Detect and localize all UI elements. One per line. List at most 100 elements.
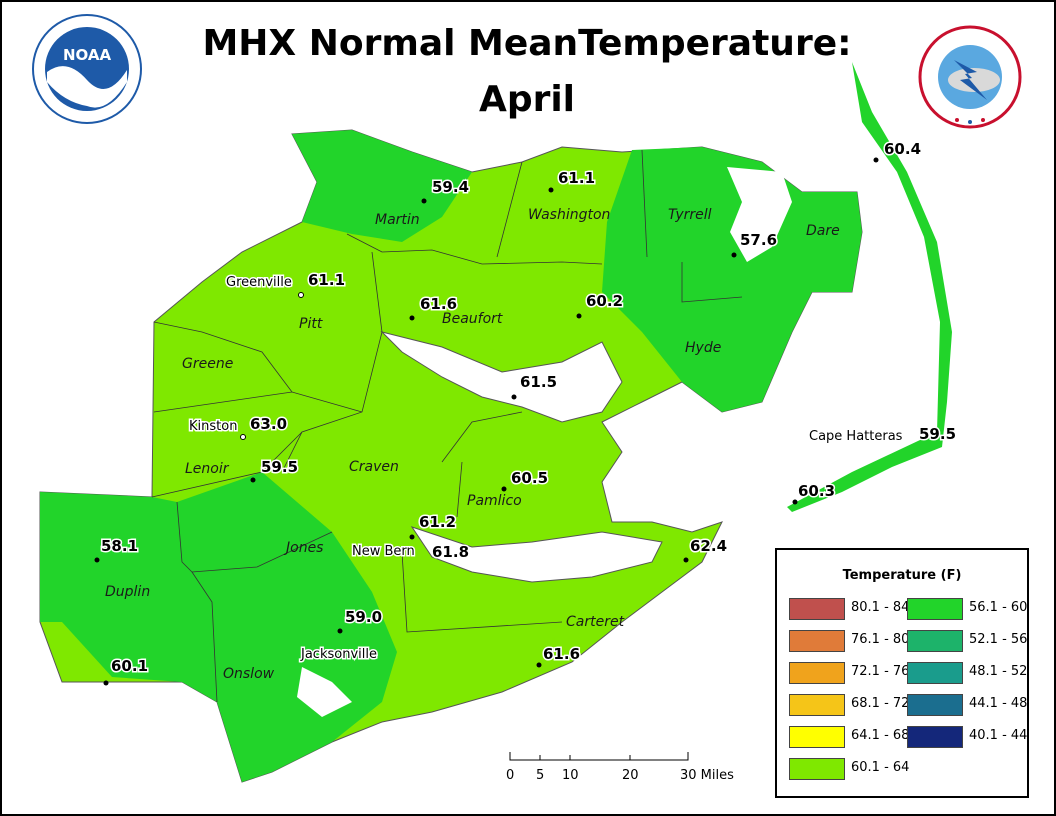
region-56-60-north: [292, 130, 472, 242]
county-pamlico: Pamlico: [467, 493, 522, 509]
station-marker: [337, 628, 343, 634]
legend-label: 76.1 - 80: [851, 632, 910, 647]
station-marker: [511, 394, 517, 400]
station-marker: [298, 292, 304, 298]
county-hyde: Hyde: [685, 340, 721, 356]
county-labels: Martin Washington Tyrrell Dare Pitt Beau…: [105, 207, 840, 682]
station-value: 60.4: [884, 140, 921, 158]
station-value: 60.1: [111, 657, 148, 675]
station-marker: [94, 557, 100, 563]
county-jones: Jones: [283, 540, 323, 556]
station-value: 61.1: [308, 271, 345, 289]
legend-swatch: [907, 630, 963, 652]
noaa-logo-text: NOAA: [63, 46, 112, 64]
legend-swatch: [789, 598, 845, 620]
region-56-60-east: [602, 147, 862, 412]
map-subtitle: April: [478, 79, 576, 120]
station-marker: [792, 499, 798, 505]
station-value: 61.2: [419, 513, 456, 531]
map-title: MHX Normal MeanTemperature:: [202, 23, 852, 64]
station-value: 61.1: [558, 169, 595, 187]
county-lenoir: Lenoir: [185, 461, 230, 477]
temperature-legend: Temperature (F) 80.1 - 84 76.1 - 80 72.1 -…: [775, 548, 1029, 798]
station-value: 60.2: [586, 292, 623, 310]
county-beaufort: Beaufort: [442, 311, 503, 327]
legend-swatch: [907, 598, 963, 620]
city-name: Jacksonville: [300, 647, 377, 662]
station-marker: [873, 157, 879, 163]
county-onslow: Onslow: [223, 666, 275, 682]
legend-label: 44.1 - 48: [969, 696, 1028, 711]
station-value: 61.8: [432, 543, 469, 561]
station-marker: [421, 198, 427, 204]
nws-logo: [918, 25, 1022, 129]
legend-label: 68.1 - 72: [851, 696, 910, 711]
scale-label-5: 5: [536, 768, 545, 783]
station-marker: [548, 187, 554, 193]
station-markers: [94, 157, 879, 686]
city-name: Greenville: [226, 275, 292, 290]
station-value: 63.0: [250, 415, 287, 433]
scale-label-10: 10: [562, 768, 579, 783]
station-labels: 59.4 61.1 60.4 57.6 Greenville 61.1 61.6…: [100, 139, 958, 677]
river-neuse: [410, 526, 663, 583]
legend-label: 40.1 - 44: [969, 728, 1028, 743]
legend-swatch: [907, 662, 963, 684]
legend-swatch: [789, 726, 845, 748]
noaa-logo: NOAA: [32, 14, 142, 124]
scale-bar-graphic: [509, 752, 689, 761]
legend-swatch: [907, 726, 963, 748]
county-tyrrell: Tyrrell: [668, 207, 712, 223]
station-marker: [240, 434, 246, 440]
station-value: 61.6: [543, 645, 580, 663]
legend-label: 48.1 - 52: [969, 664, 1028, 679]
county-greene: Greene: [182, 356, 233, 372]
station-value: 59.5: [919, 425, 956, 443]
station-value: 61.6: [420, 295, 457, 313]
legend-label: 60.1 - 64: [851, 760, 910, 775]
scale-label-0: 0: [506, 768, 515, 783]
legend-label: 72.1 - 76: [851, 664, 910, 679]
legend-swatch: [789, 758, 845, 780]
station-value: 61.5: [520, 373, 557, 391]
station-marker: [103, 680, 109, 686]
county-dare: Dare: [806, 223, 840, 239]
station-marker: [731, 252, 737, 258]
river-new: [297, 667, 352, 717]
legend-swatch: [789, 630, 845, 652]
sound-albemarle: [727, 167, 792, 262]
station-marker: [536, 662, 542, 668]
station-marker: [409, 315, 415, 321]
legend-label: 52.1 - 56: [969, 632, 1028, 647]
station-marker: [250, 477, 256, 483]
legend-swatch: [789, 662, 845, 684]
legend-title: Temperature (F): [842, 568, 962, 583]
station-value: 59.0: [345, 608, 382, 626]
river-pamlico: [380, 331, 623, 423]
scale-label-30-miles: 30 Miles: [680, 768, 734, 783]
station-value: 58.1: [101, 537, 138, 555]
county-pitt: Pitt: [299, 316, 323, 332]
station-value: 57.6: [740, 231, 777, 249]
station-marker: [501, 486, 507, 492]
station-value: 60.5: [511, 469, 548, 487]
county-craven: Craven: [349, 459, 399, 475]
county-carteret: Carteret: [566, 614, 625, 630]
county-duplin: Duplin: [105, 584, 150, 600]
county-washington: Washington: [528, 207, 610, 223]
station-value: 59.4: [432, 178, 469, 196]
legend-label: 80.1 - 84: [851, 600, 910, 615]
scale-bar: 0 5 10 20 30 Miles: [498, 750, 748, 790]
city-name: Cape Hatteras: [809, 429, 903, 444]
legend-label: 64.1 - 68: [851, 728, 910, 743]
city-name: New Bern: [352, 544, 415, 559]
station-value: 62.4: [690, 537, 727, 555]
legend-label: 56.1 - 60: [969, 600, 1028, 615]
station-marker: [409, 534, 415, 540]
scale-label-20: 20: [622, 768, 639, 783]
station-value: 59.5: [261, 458, 298, 476]
station-value: 60.3: [798, 482, 835, 500]
legend-swatch: [907, 694, 963, 716]
